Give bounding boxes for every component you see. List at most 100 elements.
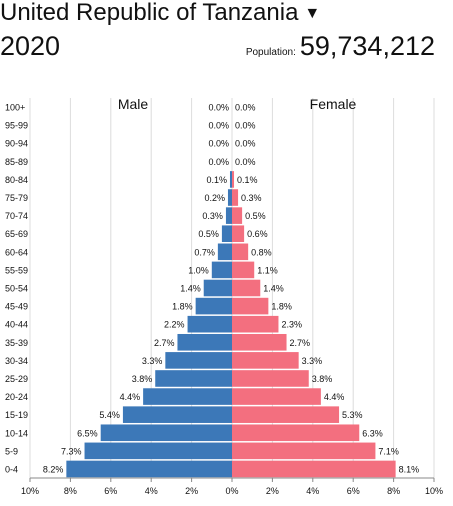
value-label-male: 1.8%: [172, 302, 193, 312]
population-display: Population: 59,734,212: [246, 30, 435, 69]
age-group-label: 80-84: [5, 175, 28, 185]
value-label-female: 0.0%: [235, 157, 256, 167]
value-label-female: 0.6%: [247, 229, 268, 239]
bar-female: [232, 333, 287, 351]
value-label-male: 0.0%: [208, 103, 229, 113]
value-label-female: 6.3%: [362, 428, 383, 438]
x-tick-label: 4%: [145, 486, 158, 496]
bar-male: [225, 207, 232, 224]
bar-female: [232, 171, 235, 188]
bar-male: [177, 333, 232, 351]
bar-female: [232, 315, 279, 333]
value-label-female: 0.5%: [245, 211, 266, 221]
x-tick-label: 8%: [387, 486, 400, 496]
value-label-female: 7.1%: [378, 446, 399, 456]
value-label-female: 8.1%: [399, 464, 420, 474]
x-tick-label: 2%: [266, 486, 279, 496]
bar-male: [203, 279, 232, 297]
bars: [66, 171, 396, 478]
value-label-female: 3.8%: [312, 374, 333, 384]
bar-female: [232, 261, 255, 279]
legend-female: Female: [310, 96, 357, 112]
age-group-label: 75-79: [5, 193, 28, 203]
age-group-label: 100+: [5, 103, 25, 113]
value-label-male: 0.1%: [206, 175, 227, 185]
value-label-female: 0.1%: [237, 175, 258, 185]
age-group-label: 30-34: [5, 356, 28, 366]
value-label-female: 0.8%: [251, 247, 272, 257]
value-label-male: 5.4%: [99, 410, 120, 420]
bar-female: [232, 189, 239, 206]
value-label-male: 2.7%: [154, 338, 175, 348]
age-group-label: 70-74: [5, 211, 28, 221]
value-label-male: 4.4%: [120, 392, 141, 402]
age-group-label: 15-19: [5, 410, 28, 420]
age-group-label: 40-44: [5, 320, 28, 330]
value-label-male: 2.2%: [164, 320, 185, 330]
value-label-male: 7.3%: [61, 446, 82, 456]
legend-male: Male: [118, 96, 149, 112]
bar-male: [227, 189, 232, 206]
value-label-male: 0.5%: [198, 229, 219, 239]
age-group-label: 95-99: [5, 121, 28, 131]
age-group-labels: 100+ 95-99 90-94 85-89 80-84 75-79 70-74 65-69 6…: [5, 103, 28, 475]
x-tick-label: 10%: [21, 486, 39, 496]
bar-male: [165, 352, 232, 369]
value-label-female: 0.0%: [235, 139, 256, 149]
value-label-male: 0.0%: [208, 121, 229, 131]
population-label: Population:: [245, 47, 296, 58]
bar-female: [232, 352, 299, 369]
age-group-label: 0-4: [5, 464, 18, 474]
bar-male: [143, 388, 232, 405]
value-label-male: 0.0%: [208, 157, 229, 167]
country-name: United Republic of Tanzania: [0, 0, 299, 26]
population-value: 59,734,212: [299, 31, 435, 61]
age-group-label: 85-89: [5, 157, 28, 167]
value-label-female: 2.3%: [281, 320, 302, 330]
bar-male: [229, 171, 232, 188]
bar-male: [211, 261, 232, 279]
bar-male: [187, 315, 232, 333]
age-group-label: 60-64: [5, 247, 28, 257]
age-group-label: 55-59: [5, 265, 28, 275]
bar-female: [232, 370, 309, 387]
value-label-male: 1.4%: [180, 284, 201, 294]
value-label-female: 1.1%: [257, 265, 278, 275]
bar-female: [232, 460, 396, 478]
value-label-male: 0.3%: [202, 211, 223, 221]
x-tick-label: 6%: [104, 486, 117, 496]
age-group-label: 25-29: [5, 374, 28, 384]
age-group-label: 5-9: [5, 446, 18, 456]
age-group-label: 20-24: [5, 392, 28, 402]
bar-female: [232, 225, 245, 243]
value-label-female: 3.3%: [302, 356, 323, 366]
bar-female: [232, 442, 376, 460]
x-tick-label: 6%: [347, 486, 360, 496]
bar-male: [84, 442, 232, 460]
bar-female: [232, 388, 321, 405]
age-group-label: 35-39: [5, 338, 28, 348]
age-group-label: 65-69: [5, 229, 28, 239]
value-label-female: 0.3%: [241, 193, 262, 203]
value-label-female: 1.4%: [263, 284, 284, 294]
bar-male: [155, 370, 232, 387]
value-label-female: 4.4%: [324, 392, 345, 402]
x-axis-ticks: 10% 8% 6% 4% 2% 0% 2% 4% 6% 8% 10%: [21, 478, 443, 496]
bar-female: [232, 406, 340, 423]
age-group-label: 10-14: [5, 428, 28, 438]
bar-female: [232, 207, 243, 224]
bar-female: [232, 279, 261, 297]
value-label-male: 8.2%: [43, 464, 64, 474]
bar-male: [221, 225, 232, 243]
value-label-female: 0.0%: [235, 121, 256, 131]
x-tick-label: 8%: [64, 486, 77, 496]
value-label-male: 3.8%: [132, 374, 153, 384]
bar-male: [122, 406, 232, 423]
x-tick-label: 2%: [185, 486, 198, 496]
bar-male: [217, 243, 232, 261]
country-selector[interactable]: United Republic of Tanzania ▼: [0, 0, 320, 30]
bar-male: [100, 424, 232, 442]
value-label-female: 2.7%: [290, 338, 311, 348]
value-label-male: 0.2%: [204, 193, 225, 203]
dropdown-caret-icon[interactable]: ▼: [304, 5, 321, 22]
